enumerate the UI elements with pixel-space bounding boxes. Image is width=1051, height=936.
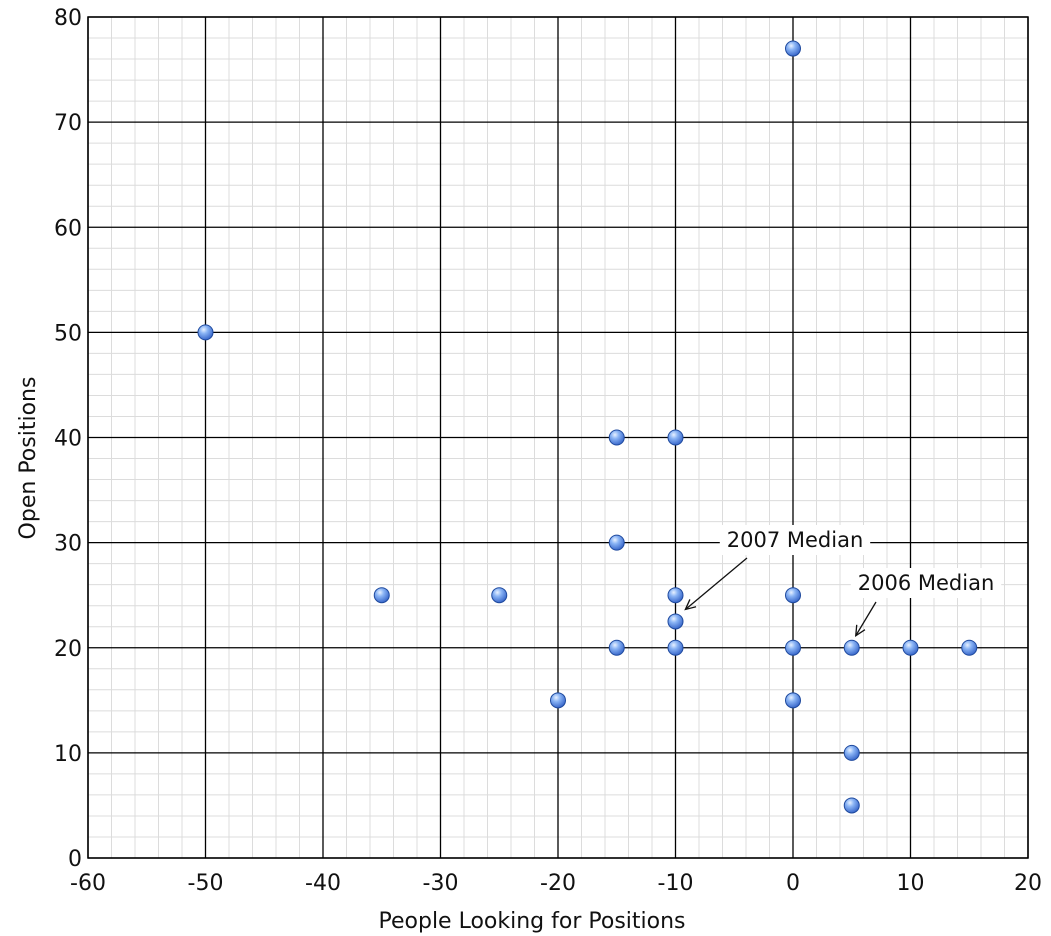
- x-tick-label: -10: [658, 871, 694, 896]
- x-tick-label: -30: [423, 871, 459, 896]
- annotation-label: 2006 Median: [858, 571, 995, 595]
- x-tick-label: -40: [305, 871, 341, 896]
- x-tick-label: -60: [70, 871, 106, 896]
- data-point: [197, 324, 214, 341]
- data-point: [785, 587, 801, 604]
- y-tick-label: 10: [54, 742, 82, 767]
- data-point: [608, 639, 625, 656]
- annotation-label: 2007 Median: [727, 528, 864, 552]
- y-tick-label: 30: [54, 532, 82, 557]
- data-point: [843, 744, 860, 761]
- x-tick-label: -20: [540, 871, 576, 896]
- annotation-arrowhead: [854, 624, 866, 638]
- y-axis-title: Open Positions: [16, 377, 41, 540]
- annotation: 2006 Median: [850, 568, 1002, 638]
- y-tick-label: 0: [68, 847, 82, 872]
- data-point: [902, 639, 919, 656]
- y-tick-label: 70: [54, 111, 82, 136]
- data-point: [667, 639, 684, 656]
- y-tick-label: 40: [54, 427, 82, 452]
- data-point: [491, 587, 508, 604]
- data-point: [667, 613, 684, 630]
- x-axis-title: People Looking for Positions: [379, 909, 686, 934]
- y-tick-label: 80: [54, 6, 82, 31]
- data-point: [667, 587, 684, 604]
- plot-frame: [87, 16, 1029, 859]
- annotation-arrow: [855, 601, 877, 637]
- data-point: [550, 692, 566, 709]
- data-point: [843, 639, 860, 656]
- data-points: [197, 40, 978, 814]
- data-point: [785, 692, 801, 709]
- data-point: [373, 587, 390, 604]
- annotation-arrow: [684, 557, 748, 610]
- annotations: 2007 Median 2006 Median: [684, 525, 1002, 638]
- y-tick-label: 50: [54, 321, 82, 346]
- data-point: [785, 40, 801, 57]
- tick-labels: -60 -50 -40 -30 -20 -10 0 10 20 0 10 20 30 40 50 60 70 80: [54, 6, 1042, 896]
- data-point: [961, 639, 978, 656]
- annotation-background: [719, 525, 871, 555]
- y-tick-label: 60: [54, 216, 82, 241]
- annotation: 2007 Median: [684, 525, 871, 611]
- annotation-background: [850, 568, 1002, 598]
- annotation-arrowhead: [684, 599, 697, 611]
- data-point: [667, 429, 684, 446]
- data-point: [608, 534, 625, 551]
- x-tick-label: 0: [786, 871, 800, 896]
- data-point: [843, 797, 860, 814]
- data-point: [785, 639, 801, 656]
- x-tick-label: -50: [188, 871, 224, 896]
- data-point: [608, 429, 625, 446]
- y-tick-label: 20: [54, 637, 82, 662]
- x-tick-label: 10: [897, 871, 925, 896]
- x-tick-label: 20: [1014, 871, 1042, 896]
